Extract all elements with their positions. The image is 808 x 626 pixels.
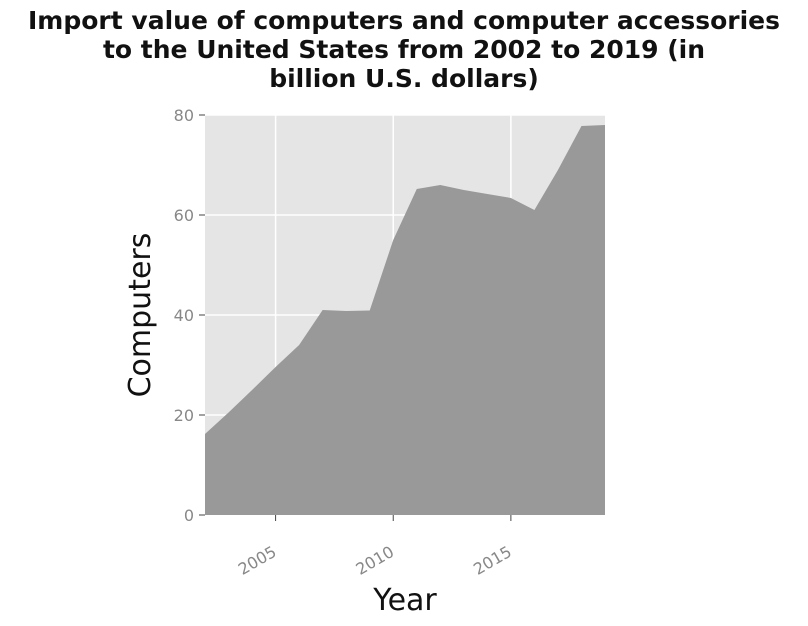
chart-title-line: Import value of computers and computer a…	[28, 6, 780, 35]
y-tick-label: 80	[174, 106, 194, 125]
y-tick-label: 0	[184, 506, 194, 525]
x-tick-label: 2015	[470, 542, 515, 579]
chart-title: Import value of computers and computer a…	[0, 6, 808, 93]
x-tick-label: 2010	[352, 542, 397, 579]
x-axis-label: Year	[372, 583, 437, 618]
chart-title-line: to the United States from 2002 to 2019 (…	[102, 35, 706, 64]
y-tick-label: 60	[174, 206, 194, 225]
y-axis-label: Computers	[123, 233, 158, 398]
y-tick-label: 20	[174, 406, 194, 425]
chart-title-line: billion U.S. dollars)	[269, 64, 539, 93]
y-tick-label: 40	[174, 306, 194, 325]
series-area	[205, 125, 605, 515]
x-tick-label: 2005	[235, 542, 280, 579]
